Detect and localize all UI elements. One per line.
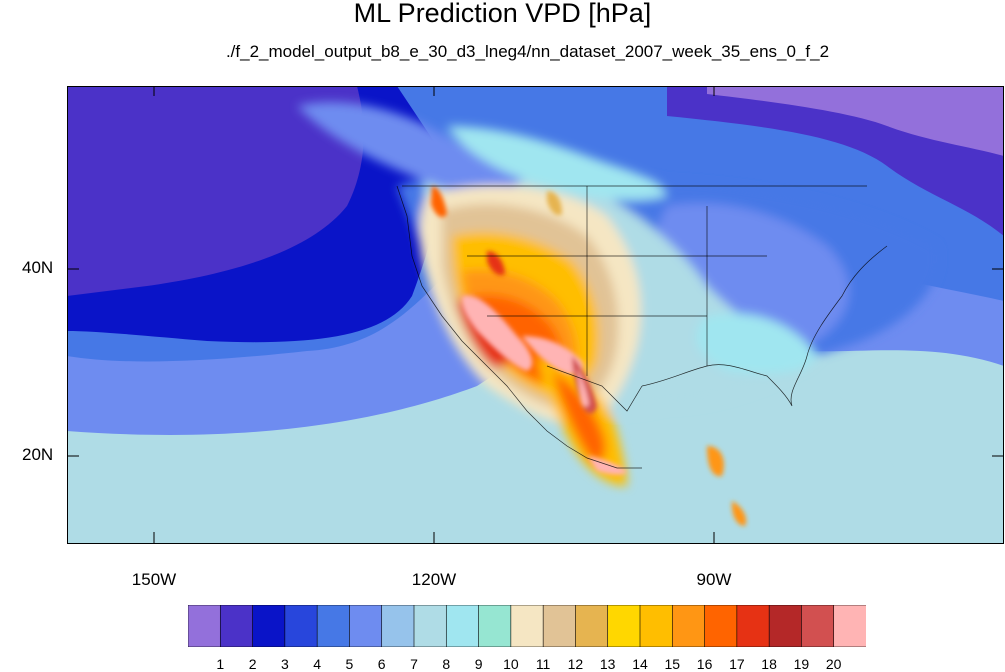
- colorbar-label: 8: [442, 656, 451, 672]
- colorbar-label: 17: [729, 656, 745, 672]
- colorbar-swatch: [349, 605, 383, 647]
- hotspots: [431, 186, 747, 526]
- colorbar-swatch: [639, 605, 673, 647]
- colorbar-label: 1: [216, 656, 225, 672]
- x-tick-label-90w: 90W: [696, 570, 732, 589]
- map-title: ML Prediction VPD [hPa]: [353, 0, 652, 28]
- colorbar-swatch: [607, 605, 641, 647]
- colorbar-label: 14: [632, 656, 648, 672]
- colorbar-label: 6: [377, 656, 386, 672]
- colorbar-swatch: [445, 605, 480, 647]
- colorbar-swatch: [413, 605, 447, 647]
- x-tick-label-120w: 120W: [411, 570, 457, 589]
- colorbar-label: 18: [761, 656, 777, 672]
- colorbar-label: 2: [248, 656, 257, 672]
- colorbar: [188, 605, 866, 647]
- colorbar-label: 11: [535, 656, 551, 672]
- colorbar-label: 4: [313, 656, 321, 672]
- vpd-map: [67, 86, 1004, 544]
- x-tick-label-150w: 150W: [131, 570, 177, 589]
- colorbar-label: 19: [793, 656, 810, 672]
- colorbar-label: 9: [474, 656, 483, 672]
- colorbar-swatch: [801, 605, 835, 647]
- colorbar-label: 16: [696, 656, 713, 672]
- colorbar-swatch: [252, 605, 286, 647]
- colorbar-label: 5: [345, 656, 354, 672]
- colorbar-label: 20: [825, 656, 842, 672]
- colorbar-swatch: [316, 605, 351, 647]
- colorbar-swatch: [478, 605, 512, 647]
- colorbar-swatch: [188, 605, 221, 647]
- colorbar-swatch: [542, 605, 577, 647]
- colorbar-swatch: [704, 605, 738, 647]
- colorbar-label: 15: [664, 656, 681, 672]
- colorbar-swatch: [219, 605, 254, 647]
- map-subtitle: ./f_2_model_output_b8_e_30_d3_lneg4/nn_d…: [225, 42, 830, 61]
- colorbar-swatch: [833, 605, 866, 647]
- colorbar-swatch: [575, 605, 609, 647]
- colorbar-swatch: [381, 605, 415, 647]
- colorbar-label: 10: [503, 656, 519, 672]
- colorbar-swatch: [284, 605, 318, 647]
- colorbar-swatch: [768, 605, 803, 647]
- axis-ticks: [67, 86, 1004, 544]
- y-tick-label-20n: 20N: [22, 445, 54, 464]
- colorbar-label: 12: [567, 656, 584, 672]
- colorbar-label: 3: [280, 656, 289, 672]
- colorbar-swatch: [510, 605, 544, 647]
- colorbar-label: 13: [599, 656, 616, 672]
- coastlines: [396, 185, 888, 469]
- colorbar-swatch: [736, 605, 770, 647]
- y-tick-label-40n: 40N: [22, 258, 54, 277]
- colorbar-label: 7: [410, 656, 418, 672]
- colorbar-swatch: [671, 605, 706, 647]
